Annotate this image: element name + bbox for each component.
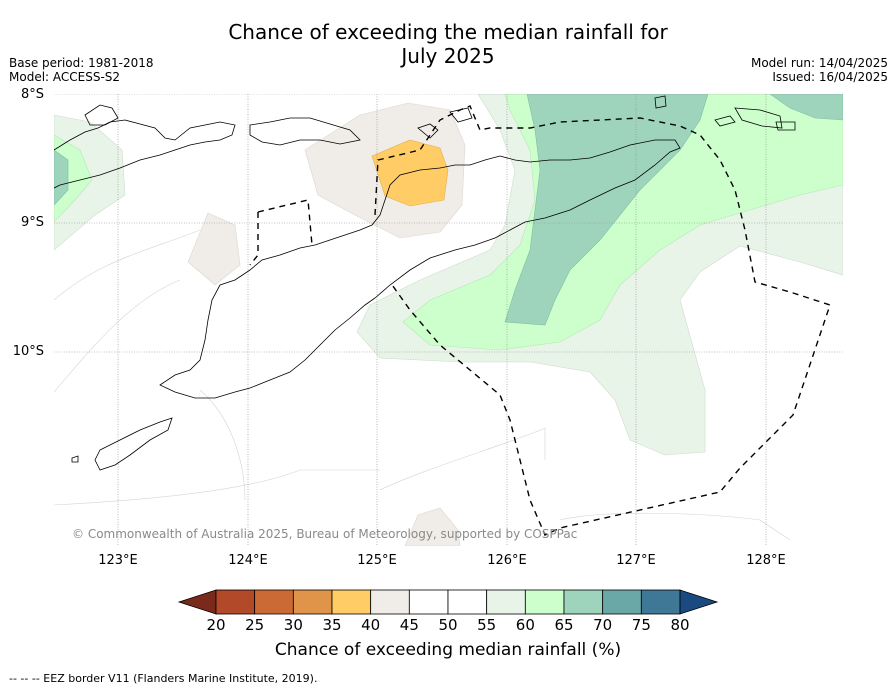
colorbar-tick-label: 70 bbox=[593, 616, 613, 634]
lon-label-127e: 127°E bbox=[616, 553, 656, 568]
contour-65-70-ne bbox=[769, 94, 843, 121]
title-line-1: Chance of exceeding the median rainfall … bbox=[228, 20, 668, 44]
colorbar-tick-label: 55 bbox=[477, 616, 497, 634]
lat-label-9s: 9°S bbox=[20, 215, 44, 230]
colorbar-segment bbox=[292, 589, 333, 615]
colorbar-segment bbox=[408, 589, 449, 615]
island-north-coast bbox=[54, 119, 236, 189]
colorbar-segment bbox=[486, 589, 526, 615]
colorbar-tick-label: 60 bbox=[515, 616, 535, 634]
rainfall-probability-field bbox=[54, 94, 843, 546]
colorbar-tick-label: 35 bbox=[322, 616, 342, 634]
colorbar-segment bbox=[602, 589, 642, 615]
title-line-2: July 2025 bbox=[401, 44, 495, 68]
eez-legend: -- -- -- EEZ border V11 (Flanders Marine… bbox=[9, 672, 318, 685]
gridlines bbox=[54, 94, 843, 546]
contour-40-45-west bbox=[187, 212, 241, 286]
colorbar-segment bbox=[215, 589, 256, 615]
colorbar-tick-label: 75 bbox=[631, 616, 651, 634]
colorbar-tick-label: 80 bbox=[670, 616, 690, 634]
eez-border bbox=[249, 105, 831, 536]
contour-65-70 bbox=[504, 94, 709, 326]
colorbar-segment bbox=[447, 589, 488, 615]
contour-40-45-south bbox=[404, 507, 461, 546]
lon-label-126e: 126°E bbox=[487, 553, 527, 568]
map-title: Chance of exceeding the median rainfall … bbox=[0, 20, 896, 68]
meta-right: Model run: 14/04/2025 Issued: 16/04/2025 bbox=[751, 56, 888, 84]
lon-label-123e: 123°E bbox=[98, 553, 138, 568]
colorbar-segment bbox=[563, 589, 604, 615]
colorbar-tick-label: 65 bbox=[554, 616, 574, 634]
base-period: Base period: 1981-2018 bbox=[9, 56, 154, 70]
timor-coast bbox=[159, 139, 681, 399]
lon-label-128e: 128°E bbox=[746, 553, 786, 568]
colorbar bbox=[177, 589, 719, 615]
colorbar-extend-low bbox=[177, 589, 217, 615]
lat-label-8s: 8°S bbox=[20, 87, 44, 102]
model-run: Model run: 14/04/2025 bbox=[750, 56, 888, 70]
meta-left: Base period: 1981-2018 Model: ACCESS-S2 bbox=[9, 56, 154, 84]
model-name: Model: ACCESS-S2 bbox=[9, 70, 121, 84]
lon-label-125e: 125°E bbox=[357, 553, 397, 568]
contour-west-65 bbox=[54, 149, 69, 206]
colorbar-segment bbox=[370, 589, 410, 615]
colorbar-segment bbox=[640, 589, 681, 615]
colorbar-tick-label: 45 bbox=[399, 616, 419, 634]
colorbar-tick-label: 25 bbox=[245, 616, 265, 634]
colorbar-extend-high bbox=[679, 589, 719, 615]
colorbar-segment bbox=[524, 589, 565, 615]
colorbar-tick-label: 40 bbox=[361, 616, 381, 634]
colorbar-tick-label: 50 bbox=[438, 616, 458, 634]
contour-60-65 bbox=[402, 94, 843, 351]
lat-label-10s: 10°S bbox=[12, 344, 44, 359]
lon-label-124e: 124°E bbox=[228, 553, 268, 568]
colorbar-label: Chance of exceeding median rainfall (%) bbox=[274, 640, 622, 660]
colorbar-tick-label: 20 bbox=[206, 616, 226, 634]
colorbar-segment bbox=[254, 589, 294, 615]
coastlines bbox=[54, 95, 796, 471]
colorbar-segment bbox=[331, 589, 372, 615]
copyright-notice: © Commonwealth of Australia 2025, Bureau… bbox=[72, 527, 578, 541]
faint-contours bbox=[54, 229, 791, 541]
colorbar-tick-label: 30 bbox=[283, 616, 303, 634]
issued-date: Issued: 16/04/2025 bbox=[772, 70, 888, 84]
